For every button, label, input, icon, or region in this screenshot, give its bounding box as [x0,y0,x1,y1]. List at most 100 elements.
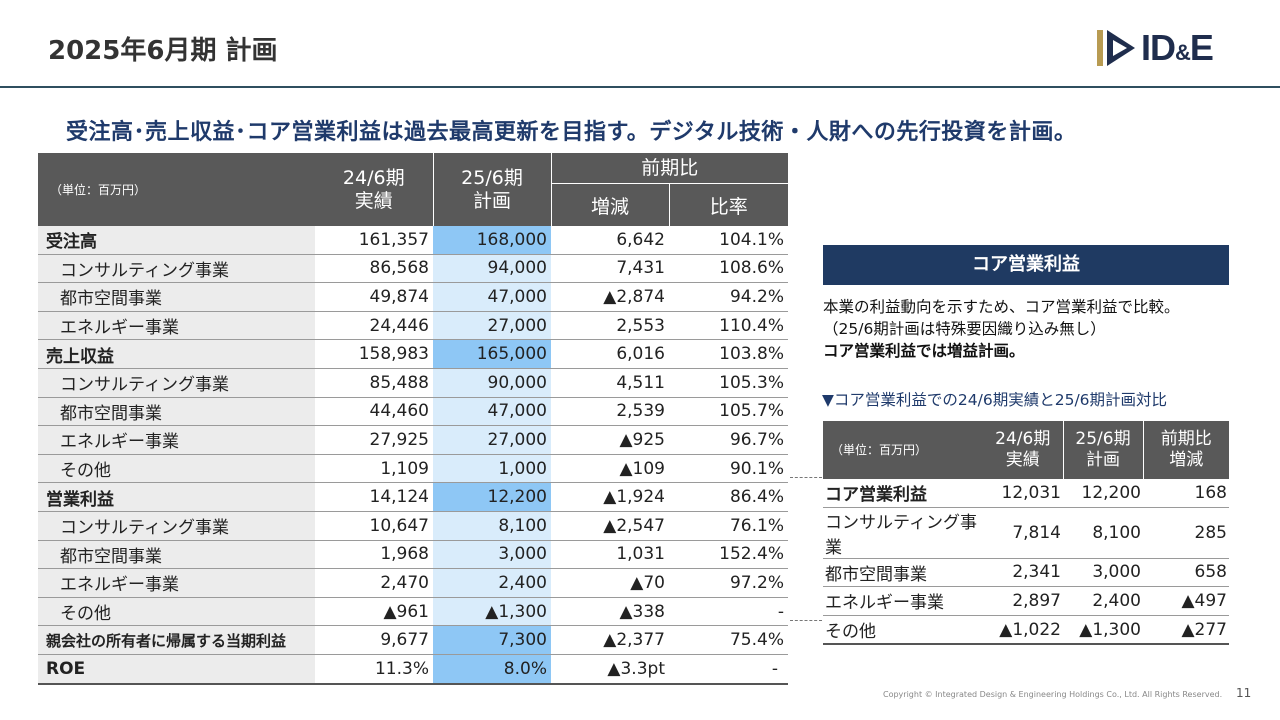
col-prev-header: 24/6期 実績 [315,153,433,226]
ratio-value: 103.8% [669,339,788,369]
plan-value: 12,200 [1063,479,1143,508]
table-row: コンサルティング事業 86,568 94,000 7,431 108.6% [38,254,788,284]
diff-value: 7,431 [551,254,669,284]
ratio-value: 75.4% [669,625,788,655]
row-label: エネルギー事業 [38,425,315,455]
row-label: エネルギー事業 [38,311,315,341]
ratio-value: - [669,597,788,627]
diff-value: ▲70 [551,568,669,598]
diff-value: 4,511 [551,368,669,398]
prev-value: 2,341 [983,558,1063,588]
ratio-value: 105.7% [669,397,788,427]
core-profit-table: （単位：百万円） 24/6期 実績 25/6期 計画 前期比 増減 コア営業利益 12… [823,421,1229,646]
col-plan-header: 25/6期 計画 [1063,421,1144,479]
row-label: 都市空間事業 [823,558,983,588]
unit-label: （単位：百万円） [823,421,983,479]
prev-value: 1,968 [315,540,433,570]
row-label: コンサルティング事業 [38,254,315,284]
logo-text: ID&E [1141,27,1214,68]
table-row: 都市空間事業 44,460 47,000 2,539 105.7% [38,397,788,427]
table-row: 都市空間事業 49,874 47,000 ▲2,874 94.2% [38,282,788,312]
row-label: 都市空間事業 [38,282,315,312]
prev-value: 161,357 [315,226,433,255]
prev-value: 158,983 [315,339,433,369]
row-label: 親会社の所有者に帰属する当期利益 [38,625,315,655]
plan-value: 3,000 [1063,558,1143,588]
connector-line-top [790,477,822,478]
prev-value: 11.3% [315,654,433,685]
row-label: 営業利益 [38,482,315,512]
row-label: ROE [38,654,315,685]
plan-value: 8,100 [1063,507,1143,559]
diff-value: ▲338 [551,597,669,627]
ratio-value: 108.6% [669,254,788,284]
diff-value: ▲2,377 [551,625,669,655]
row-label: コンサルティング事業 [38,511,315,541]
diff-value: ▲1,924 [551,482,669,512]
plan-value: 47,000 [433,282,551,312]
diff-value: ▲3.3pt [551,654,669,685]
table-row: 都市空間事業 1,968 3,000 1,031 152.4% [38,540,788,570]
table-row: コンサルティング事業 85,488 90,000 4,511 105.3% [38,368,788,398]
col-diff-header: 増減 [551,183,670,226]
table-row: ROE 11.3% 8.0% ▲3.3pt - [38,654,788,685]
ratio-value: - [669,654,788,685]
table-row: エネルギー事業 27,925 27,000 ▲925 96.7% [38,425,788,455]
plan-value: 90,000 [433,368,551,398]
row-label: その他 [823,615,983,646]
prev-value: 2,897 [983,586,1063,616]
plan-value: 27,000 [433,311,551,341]
diff-value: 6,642 [551,226,669,255]
table-row: コア営業利益 12,031 12,200 168 [823,479,1229,508]
row-label: その他 [38,597,315,627]
core-profit-description: 本業の利益動向を示すため、コア営業利益で比較。 （25/6期計画は特殊要因織り込… [823,296,1180,362]
description-line: コア営業利益では増益計画。 [823,342,1025,360]
col-prev-header: 24/6期 実績 [983,421,1064,479]
ratio-value: 96.7% [669,425,788,455]
ratio-value: 104.1% [669,226,788,255]
plan-table: （単位：百万円） 24/6期 実績 25/6期 計画 前期比 増減 比率 受注高 1… [38,153,788,685]
ratio-value: 110.4% [669,311,788,341]
copyright-footer: Copyright © Integrated Design & Engineer… [883,690,1223,699]
diff-value: ▲2,874 [551,282,669,312]
diff-value: ▲109 [551,454,669,484]
table-row: コンサルティング事業 10,647 8,100 ▲2,547 76.1% [38,511,788,541]
connector-line-bottom [790,620,822,621]
plan-value: 165,000 [433,339,551,369]
page-title: 2025年6月期 計画 [48,36,278,66]
table-row: エネルギー事業 2,470 2,400 ▲70 97.2% [38,568,788,598]
plan-value: 2,400 [1063,586,1143,616]
ratio-value: 76.1% [669,511,788,541]
plan-value: 7,300 [433,625,551,655]
diff-value: 285 [1143,507,1229,559]
prev-value: 49,874 [315,282,433,312]
diff-value: 1,031 [551,540,669,570]
row-label: コンサルティング事業 [823,507,983,559]
row-label: コア営業利益 [823,479,983,508]
row-label: 受注高 [38,226,315,255]
row-label: エネルギー事業 [38,568,315,598]
page-number: 11 [1236,686,1252,700]
table-row: 受注高 161,357 168,000 6,642 104.1% [38,226,788,255]
prev-value: ▲961 [315,597,433,627]
description-line: （25/6期計画は特殊要因織り込み無し） [823,320,1106,338]
row-label: コンサルティング事業 [38,368,315,398]
row-label: 都市空間事業 [38,397,315,427]
prev-value: 86,568 [315,254,433,284]
table-row: エネルギー事業 24,446 27,000 2,553 110.4% [38,311,788,341]
col-ratio-header: 比率 [669,183,788,226]
plan-value: 8.0% [433,654,551,685]
plan-value: 8,100 [433,511,551,541]
unit-label: （単位：百万円） [38,153,315,226]
col-plan-header: 25/6期 計画 [432,153,552,226]
col-diff-header: 前期比 増減 [1143,421,1229,479]
prev-value: 1,109 [315,454,433,484]
diff-value: ▲925 [551,425,669,455]
diff-value: 6,016 [551,339,669,369]
comparison-caption: ▼コア営業利益での24/6期実績と25/6期計画対比 [822,391,1168,409]
diff-value: ▲497 [1143,586,1229,616]
ratio-value: 105.3% [669,368,788,398]
ratio-value: 97.2% [669,568,788,598]
diff-value: ▲2,547 [551,511,669,541]
plan-value: 1,000 [433,454,551,484]
